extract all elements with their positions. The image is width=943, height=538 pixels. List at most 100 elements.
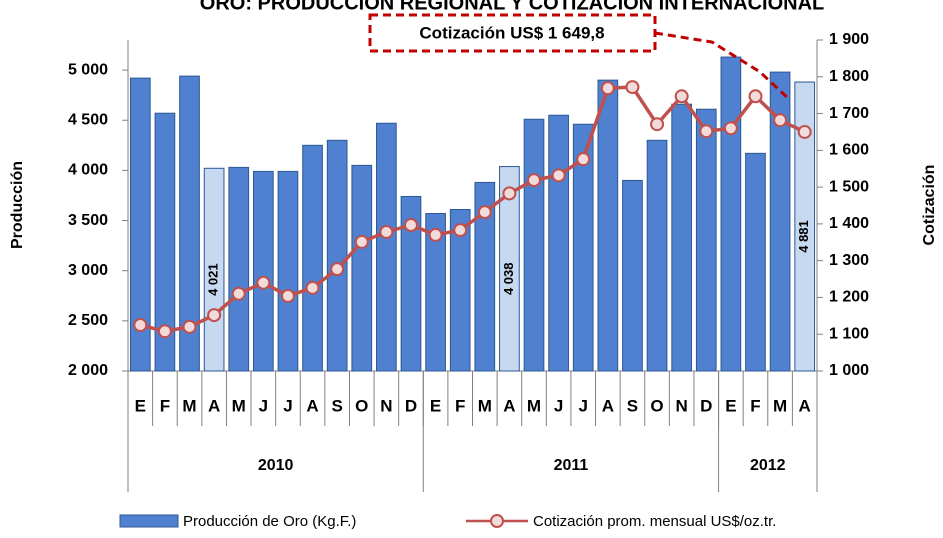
bar (745, 152, 766, 372)
bar (203, 167, 225, 372)
bar (622, 179, 643, 372)
bar (277, 170, 299, 372)
y-tick-label: 3 500 (68, 212, 108, 229)
bar (228, 166, 250, 372)
y2-tick-label: 1 200 (829, 289, 869, 306)
line-marker (133, 318, 148, 333)
line-marker (354, 234, 369, 249)
line-marker (453, 223, 468, 238)
bar (474, 181, 496, 372)
line-marker (527, 173, 542, 188)
x-tick-label: M (527, 396, 541, 415)
x-tick-label: M (478, 396, 492, 415)
bar (548, 114, 569, 372)
bar (523, 118, 545, 372)
line-marker (182, 319, 197, 334)
y2-tick-label: 1 300 (829, 252, 869, 269)
x-tick-label: A (799, 396, 811, 415)
group-label: 2010 (258, 457, 294, 474)
bar (376, 122, 397, 372)
x-tick-label: M (232, 396, 246, 415)
line-marker (403, 217, 418, 232)
x-tick-label: E (430, 396, 441, 415)
line-marker (280, 288, 295, 303)
bar (449, 209, 471, 372)
line-marker (797, 124, 812, 139)
bar (499, 166, 520, 372)
x-tick-label: F (160, 396, 170, 415)
bar (154, 112, 176, 372)
line-marker (748, 89, 763, 104)
y2-tick-label: 1 100 (829, 325, 869, 342)
bar (326, 139, 348, 372)
y-tick-label: 5 000 (68, 61, 108, 78)
legend-label: Producción de Oro (Kg.F.) (183, 513, 356, 530)
x-tick-label: O (355, 396, 368, 415)
line-marker (477, 205, 492, 220)
bar (794, 81, 816, 372)
bar (179, 75, 200, 372)
x-tick-label: A (602, 396, 614, 415)
chart-title: ORO: PRODUCCIÓN REGIONAL Y COTIZACIÓN IN… (200, 0, 824, 14)
x-tick-label: S (627, 396, 638, 415)
line-marker (379, 224, 394, 239)
annotation: Cotización US$ 1 649,8 (419, 23, 604, 42)
bar (572, 123, 594, 372)
x-tick-label: J (259, 396, 268, 415)
group-label: 2012 (750, 457, 786, 474)
y-tick-label: 4 000 (68, 162, 108, 179)
y-tick-label: 3 000 (68, 262, 108, 279)
bar (252, 170, 274, 372)
data-label: 4 021 (206, 263, 221, 296)
x-tick-label: M (773, 396, 787, 415)
bar (769, 71, 791, 372)
line-marker (231, 286, 246, 301)
group-label: 2011 (554, 457, 589, 474)
x-tick-label: D (700, 396, 712, 415)
x-tick-label: E (135, 396, 146, 415)
y2-tick-label: 1 700 (829, 105, 869, 122)
line-marker (674, 89, 689, 104)
y-tick-label: 4 500 (68, 111, 108, 128)
line-marker (502, 186, 517, 201)
x-tick-label: J (578, 396, 587, 415)
line-marker (157, 324, 172, 339)
x-tick-label: M (182, 396, 196, 415)
x-tick-label: E (725, 396, 736, 415)
line-marker (723, 121, 738, 136)
bar (400, 195, 422, 372)
x-tick-label: N (380, 396, 392, 415)
line-marker (600, 81, 615, 96)
line (139, 85, 806, 334)
x-tick-label: J (554, 396, 563, 415)
line-marker (699, 124, 714, 139)
line-marker (551, 168, 566, 183)
line-marker (305, 280, 320, 295)
bar (351, 164, 373, 372)
annotation-box (368, 13, 657, 53)
x-tick-label: N (676, 396, 688, 415)
y2-tick-label: 1 400 (829, 215, 869, 232)
y2-tick-label: 1 800 (829, 68, 869, 85)
x-tick-label: D (405, 396, 417, 415)
legend-swatch (119, 514, 179, 528)
bar (646, 139, 668, 372)
bar (129, 77, 151, 372)
line-marker (773, 113, 788, 128)
line-marker (428, 227, 443, 242)
x-tick-label: J (283, 396, 292, 415)
bar (671, 103, 693, 372)
bar (720, 56, 742, 372)
x-tick-label: A (503, 396, 515, 415)
y-tick-label: 2 500 (68, 312, 108, 329)
x-tick-label: F (750, 396, 760, 415)
line-marker (330, 262, 345, 277)
bar (597, 79, 619, 372)
data-label: 4 881 (796, 220, 811, 253)
legend-marker (490, 514, 504, 528)
x-tick-label: F (455, 396, 465, 415)
legend-label: Cotización prom. mensual US$/oz.tr. (533, 513, 776, 530)
line-marker (207, 308, 222, 323)
y2-axis-label: Cotización (921, 165, 938, 246)
